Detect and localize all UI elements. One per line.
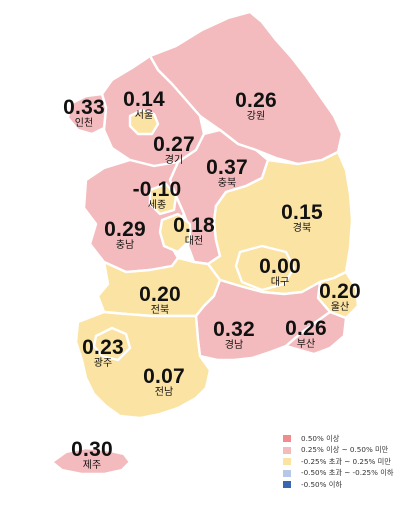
value-seoul: 0.14 [123, 88, 165, 111]
label-ulsan: 0.20 울산 [319, 281, 361, 314]
legend-swatch [283, 435, 291, 443]
legend-label: -0.50% 이하 [301, 479, 342, 489]
value-daegu: 0.00 [259, 255, 301, 278]
value-incheon: 0.33 [63, 96, 105, 119]
value-jeju: 0.30 [71, 438, 113, 461]
value-gyeongbuk: 0.15 [281, 201, 323, 224]
label-incheon: 0.33 인천 [63, 97, 105, 130]
legend-swatch [283, 458, 291, 466]
legend-item: -0.50% 초과 ~ -0.25% 이하 [283, 468, 413, 480]
name-gangwon: 강원 [246, 111, 266, 122]
region-sejong [148, 182, 178, 216]
name-seoul: 서울 [134, 110, 154, 121]
name-gyeongnam: 경남 [224, 340, 244, 351]
label-seoul: 0.14 서울 [123, 89, 165, 122]
region-chungnam [82, 158, 186, 274]
label-chungbuk: 0.37 충북 [206, 157, 248, 190]
legend-swatch [283, 469, 291, 477]
label-jeonbuk: 0.20 전북 [139, 284, 181, 317]
name-daejeon: 대전 [184, 236, 204, 247]
value-gyeonggi: 0.27 [153, 133, 195, 156]
label-jeonnam: 0.07 전남 [143, 366, 185, 399]
name-sejong: 세종 [147, 200, 167, 211]
label-gyeonggi: 0.27 경기 [153, 134, 195, 167]
value-jeonnam: 0.07 [143, 365, 185, 388]
map-legend: 0.50% 이상 0.25% 이상 ~ 0.50% 미만 -0.25% 초과 ~… [283, 433, 413, 491]
region-daegu [234, 244, 296, 292]
name-incheon: 인천 [74, 118, 94, 129]
region-gwangju [92, 326, 132, 362]
value-gwangju: 0.23 [82, 336, 124, 359]
legend-item: -0.50% 이하 [283, 479, 413, 491]
region-incheon [66, 92, 108, 136]
label-sejong: -0.10 세종 [133, 179, 182, 212]
region-busan [284, 310, 348, 356]
name-jeonnam: 전남 [154, 387, 174, 398]
name-gyeongbuk: 경북 [292, 223, 312, 234]
name-jeonbuk: 전북 [150, 305, 170, 316]
value-gyeongnam: 0.32 [213, 318, 255, 341]
label-chungnam: 0.29 충남 [104, 219, 146, 252]
legend-label: 0.50% 이상 [301, 433, 340, 443]
name-chungnam: 충남 [115, 240, 135, 251]
label-busan: 0.26 부산 [285, 318, 327, 351]
label-jeju: 0.30 제주 [71, 439, 113, 472]
value-chungbuk: 0.37 [206, 156, 248, 179]
region-jeju [50, 446, 132, 476]
region-daejeon [158, 212, 192, 254]
legend-item: -0.25% 초과 ~ 0.25% 미만 [283, 456, 413, 468]
value-ulsan: 0.20 [319, 280, 361, 303]
value-gangwon: 0.26 [235, 89, 277, 112]
legend-label: -0.50% 초과 ~ -0.25% 이하 [301, 468, 394, 478]
name-daegu: 대구 [270, 277, 290, 288]
value-jeonbuk: 0.20 [139, 283, 181, 306]
name-gyeonggi: 경기 [164, 155, 184, 166]
label-gyeongnam: 0.32 경남 [213, 319, 255, 352]
label-gyeongbuk: 0.15 경북 [281, 202, 323, 235]
legend-swatch [283, 446, 291, 454]
name-jeju: 제주 [82, 460, 102, 471]
legend-swatch [283, 481, 291, 489]
legend-item: 0.25% 이상 ~ 0.50% 미만 [283, 445, 413, 457]
name-chungbuk: 충북 [217, 178, 237, 189]
value-busan: 0.26 [285, 317, 327, 340]
value-chungnam: 0.29 [104, 218, 146, 241]
value-sejong: -0.10 [132, 178, 182, 201]
region-seoul [128, 108, 160, 136]
name-ulsan: 울산 [330, 302, 350, 313]
name-busan: 부산 [296, 339, 316, 350]
legend-label: 0.25% 이상 ~ 0.50% 미만 [301, 445, 389, 455]
legend-item: 0.50% 이상 [283, 433, 413, 445]
label-daejeon: 0.18 대전 [173, 215, 215, 248]
value-daejeon: 0.18 [173, 214, 215, 237]
legend-label: -0.25% 초과 ~ 0.25% 미만 [301, 456, 391, 466]
name-gwangju: 광주 [93, 358, 113, 369]
label-daegu: 0.00 대구 [259, 256, 301, 289]
label-gwangju: 0.23 광주 [82, 337, 124, 370]
label-gangwon: 0.26 강원 [235, 90, 277, 123]
